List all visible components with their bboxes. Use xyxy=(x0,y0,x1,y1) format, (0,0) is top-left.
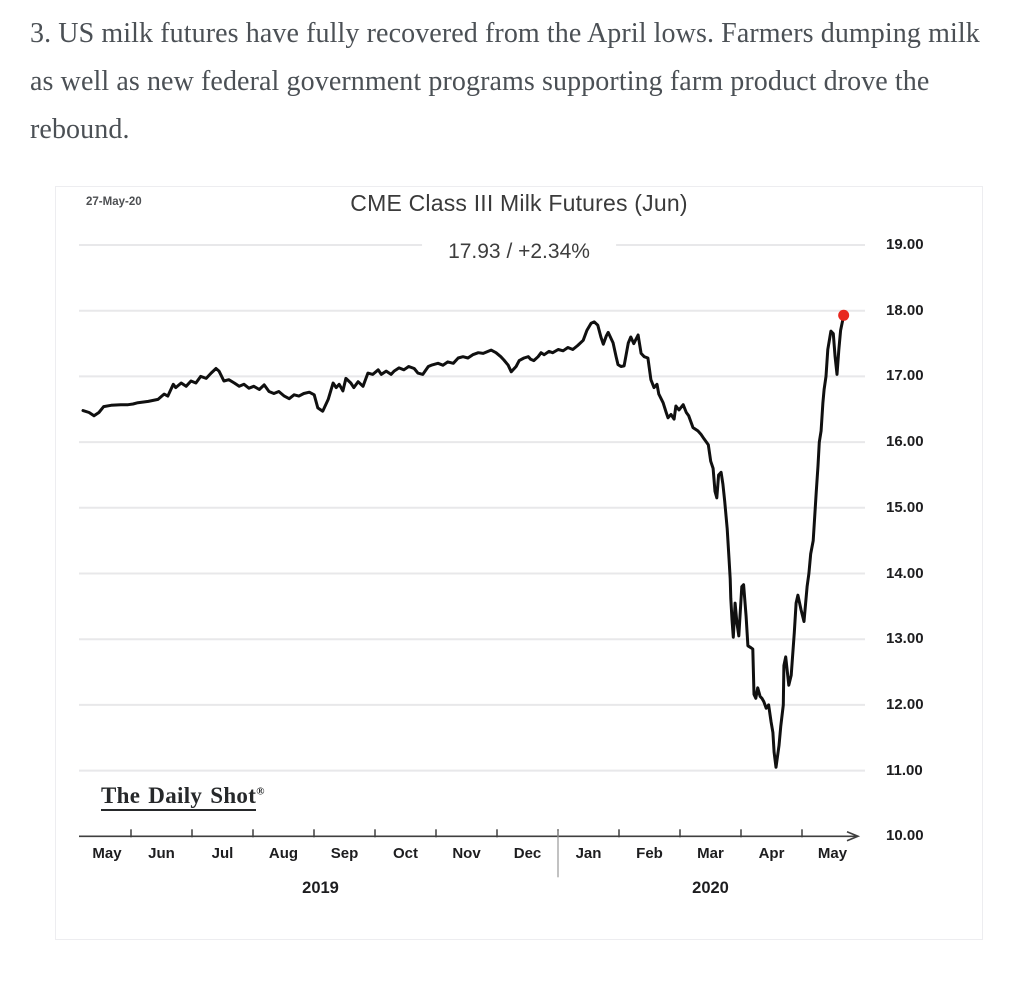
x-axis-month-label-0: May xyxy=(92,845,122,862)
x-axis-month-label-6: Nov xyxy=(452,845,481,862)
x-axis-year-label-2020: 2020 xyxy=(692,879,729,897)
x-axis-month-label-8: Jan xyxy=(575,845,602,862)
x-axis-month-label-11: Apr xyxy=(758,845,785,862)
article-caption: 3. US milk futures have fully recovered … xyxy=(30,18,980,145)
y-axis-label-11.00: 11.00 xyxy=(886,761,923,779)
milk-futures-chart-card: 27-May-20 CME Class III Milk Futures (Ju… xyxy=(55,186,983,940)
y-axis-label-14.00: 14.00 xyxy=(886,564,924,582)
price-line xyxy=(81,313,846,769)
y-axis-label-10.00: 10.00 xyxy=(886,827,924,845)
x-axis-month-label-5: Oct xyxy=(392,845,419,862)
x-axis-month-label-3: Aug xyxy=(268,845,299,862)
last-price-dot xyxy=(838,309,850,321)
y-axis-label-13.00: 13.00 xyxy=(886,630,924,648)
daily-shot-logo-text: The Daily Shot xyxy=(101,783,257,811)
y-axis-label-12.00: 12.00 xyxy=(886,695,924,713)
y-axis-label-18.00: 18.00 xyxy=(886,301,924,319)
x-axis-month-label-9: Feb xyxy=(636,845,663,862)
x-axis-month-label-1: Jun xyxy=(148,845,175,862)
x-axis-month-label-7: Dec xyxy=(513,845,542,862)
chart-last-price-readout: 17.93 / +2.34% xyxy=(422,234,616,270)
y-axis-label-16.00: 16.00 xyxy=(886,433,924,451)
registered-trademark-icon: ® xyxy=(256,785,265,798)
chart-plot-area xyxy=(79,244,865,878)
y-axis-label-19.00: 19.00 xyxy=(886,236,924,253)
x-axis-month-label-12: May xyxy=(817,845,848,862)
x-axis-year-label-2019: 2019 xyxy=(302,879,339,897)
chart-date-stamp: 27-May-20 xyxy=(86,196,142,208)
x-axis-month-label-10: Mar xyxy=(697,845,724,862)
x-axis-month-label-4: Sep xyxy=(330,845,359,862)
x-axis-month-label-2: Jul xyxy=(211,845,234,862)
y-axis-label-17.00: 17.00 xyxy=(886,367,924,385)
x-axis-arrow-icon xyxy=(846,831,861,842)
daily-shot-logo: The Daily Shot® xyxy=(101,783,265,811)
y-axis-label-15.00: 15.00 xyxy=(886,498,924,516)
chart-title: CME Class III Milk Futures (Jun) xyxy=(350,190,688,216)
